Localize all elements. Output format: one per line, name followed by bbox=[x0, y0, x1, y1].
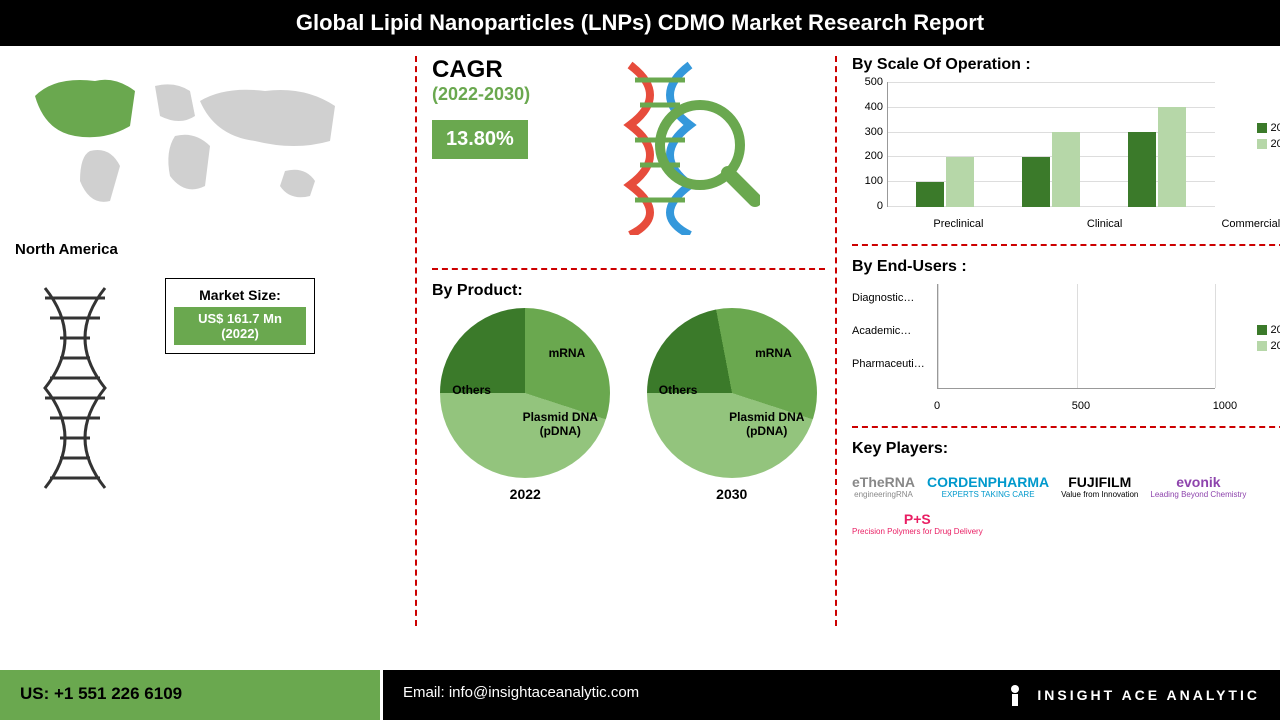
cagr-value: 13.80% bbox=[432, 120, 528, 159]
dna-magnify-icon bbox=[580, 55, 760, 235]
by-endusers-title: By End-Users : bbox=[852, 258, 1280, 276]
pie-year-label: 2022 bbox=[440, 486, 610, 502]
pie-2022: mRNA Plasmid DNA (pDNA) Others 2022 bbox=[440, 308, 610, 502]
pie-2030: mRNA Plasmid DNA (pDNA) Others 2030 bbox=[647, 308, 817, 502]
bar-chart-scale: 0100200300400500 2022 2030 PreclinicalCl… bbox=[852, 82, 1280, 232]
pie-label: Others bbox=[452, 383, 491, 397]
pie-label: mRNA bbox=[755, 346, 792, 360]
pie-label: Plasmid DNA (pDNA) bbox=[520, 410, 600, 438]
by-product-title: By Product: bbox=[432, 282, 825, 300]
divider bbox=[852, 244, 1280, 246]
by-scale-title: By Scale Of Operation : bbox=[852, 56, 1280, 74]
pie-label: Others bbox=[659, 383, 698, 397]
logo-icon bbox=[1003, 683, 1027, 707]
company-name: INSIGHT ACE ANALYTIC bbox=[1037, 687, 1260, 703]
world-map-area bbox=[15, 56, 405, 236]
divider bbox=[852, 426, 1280, 428]
main-content: North America Market Size: US$ 161.7 Mn … bbox=[0, 46, 1280, 636]
bar-legend: 2022 2030 bbox=[1257, 122, 1280, 154]
dna-helix-icon bbox=[15, 278, 135, 518]
pie-year-label: 2030 bbox=[647, 486, 817, 502]
pie-charts: mRNA Plasmid DNA (pDNA) Others 2022 mRNA… bbox=[432, 308, 825, 502]
legend-label: 2022 bbox=[1271, 122, 1280, 134]
col-left: North America Market Size: US$ 161.7 Mn … bbox=[15, 56, 405, 626]
legend-label: 2030 bbox=[1271, 138, 1280, 150]
market-size-box: Market Size: US$ 161.7 Mn (2022) bbox=[165, 278, 315, 354]
divider bbox=[432, 268, 825, 270]
pie-label: mRNA bbox=[549, 346, 586, 360]
col-right: By Scale Of Operation : 0100200300400500… bbox=[835, 56, 1280, 626]
footer-email: Email: info@insightaceanalytic.com bbox=[380, 670, 983, 720]
world-map-icon bbox=[15, 56, 355, 216]
footer: US: +1 551 226 6109 Email: info@insighta… bbox=[0, 670, 1280, 720]
key-players-list: eTheRNAengineeringRNACORDENPHARMAEXPERTS… bbox=[852, 474, 1280, 536]
col-middle: CAGR (2022-2030) 13.80% By Product: mR bbox=[415, 56, 825, 626]
footer-company: INSIGHT ACE ANALYTIC bbox=[983, 670, 1280, 720]
page-title: Global Lipid Nanoparticles (LNPs) CDMO M… bbox=[0, 0, 1280, 46]
hbar-chart-endusers: 2022 2030 05001000Diagnostic…Academic…Ph… bbox=[852, 284, 1280, 414]
footer-phone: US: +1 551 226 6109 bbox=[0, 670, 380, 720]
pie-chart-2030: mRNA Plasmid DNA (pDNA) Others bbox=[647, 308, 817, 478]
market-size-value: US$ 161.7 Mn (2022) bbox=[174, 307, 306, 345]
pie-label: Plasmid DNA (pDNA) bbox=[727, 410, 807, 438]
region-label: North America bbox=[15, 241, 405, 258]
key-players-title: Key Players: bbox=[852, 440, 1280, 458]
hbar-legend: 2022 2030 bbox=[1257, 324, 1280, 356]
legend-label: 2030 bbox=[1271, 340, 1280, 352]
pie-chart-2022: mRNA Plasmid DNA (pDNA) Others bbox=[440, 308, 610, 478]
legend-label: 2022 bbox=[1271, 324, 1280, 336]
market-size-title: Market Size: bbox=[174, 287, 306, 303]
